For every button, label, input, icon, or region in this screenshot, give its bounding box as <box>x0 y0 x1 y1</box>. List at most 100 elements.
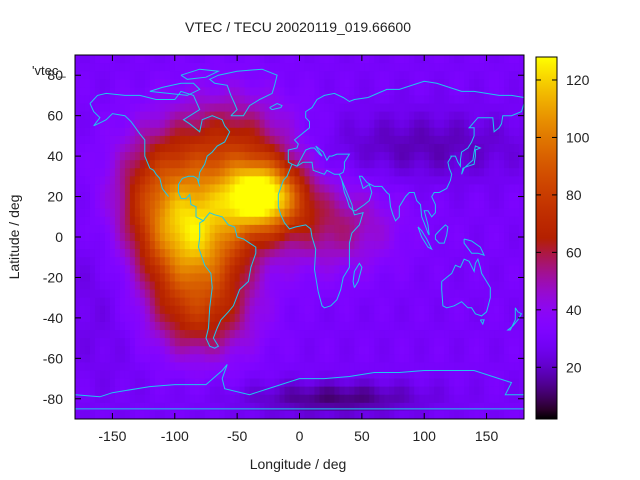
heatmap-cell <box>279 257 286 266</box>
heatmap-cell <box>199 224 206 234</box>
heatmap-cell <box>359 394 365 404</box>
x-tick-label: -150 <box>98 428 126 444</box>
heatmap-cell <box>414 160 420 169</box>
heatmap-cell <box>114 362 121 372</box>
heatmap-cell <box>119 216 126 226</box>
coastline-path <box>75 364 524 398</box>
heatmap-cell <box>254 281 261 291</box>
heatmap-cell <box>429 346 435 355</box>
heatmap-cell <box>449 273 455 283</box>
heatmap-cell <box>289 216 296 226</box>
heatmap-cell <box>294 184 301 194</box>
heatmap-cell <box>284 305 291 315</box>
heatmap-cell <box>279 168 286 177</box>
heatmap-cell <box>459 289 465 299</box>
heatmap-cell <box>444 378 450 388</box>
heatmap-cell <box>279 103 286 113</box>
heatmap-cell <box>404 305 410 315</box>
heatmap-cell <box>494 394 500 404</box>
heatmap-cell <box>384 176 390 186</box>
heatmap-cell <box>119 346 126 355</box>
heatmap-cell <box>259 111 266 121</box>
heatmap-cell <box>499 200 505 210</box>
heatmap-cell <box>139 378 146 388</box>
heatmap-cell <box>484 216 490 226</box>
heatmap-cell <box>364 346 370 355</box>
heatmap-cell <box>114 273 121 283</box>
heatmap-cell <box>104 111 111 121</box>
heatmap-cell <box>204 249 211 258</box>
heatmap-cell <box>299 143 306 153</box>
heatmap-cell <box>399 354 405 363</box>
heatmap-cell <box>119 103 126 113</box>
heatmap-cell <box>114 119 121 129</box>
heatmap-cell <box>149 216 156 226</box>
heatmap-cell <box>329 257 336 266</box>
heatmap-cell <box>429 313 435 323</box>
heatmap-cell <box>274 273 281 283</box>
heatmap-cell <box>89 410 96 419</box>
heatmap-cell <box>104 410 111 419</box>
heatmap-cell <box>204 192 211 202</box>
heatmap-cell <box>239 79 246 88</box>
heatmap-cell <box>414 410 420 419</box>
heatmap-cell <box>489 55 495 64</box>
heatmap-cell <box>374 338 380 347</box>
heatmap-cell <box>159 305 166 315</box>
heatmap-cell <box>374 257 380 266</box>
heatmap-cell <box>304 257 311 266</box>
heatmap-cell <box>504 63 510 72</box>
heatmap-cell <box>129 289 136 299</box>
heatmap-cell <box>279 55 286 64</box>
heatmap-cell <box>139 184 146 194</box>
heatmap-cell <box>194 297 201 307</box>
heatmap-cell <box>294 362 301 372</box>
heatmap-cell <box>389 346 395 355</box>
heatmap-cell <box>494 265 500 274</box>
heatmap-cell <box>359 127 365 137</box>
heatmap-cell <box>409 63 415 72</box>
heatmap-cell <box>509 370 515 380</box>
heatmap-cell <box>519 127 524 137</box>
heatmap-cell <box>239 410 246 419</box>
heatmap-cell <box>119 192 126 202</box>
heatmap-cell <box>304 208 311 218</box>
heatmap-cell <box>334 313 341 323</box>
heatmap-cell <box>144 354 151 363</box>
heatmap-cell <box>129 394 136 404</box>
heatmap-cell <box>89 362 96 372</box>
heatmap-cell <box>109 305 116 315</box>
heatmap-cell <box>174 346 181 355</box>
heatmap-cell <box>519 297 524 307</box>
heatmap-cell <box>249 111 256 121</box>
heatmap-cell <box>164 216 171 226</box>
heatmap-cell <box>364 378 370 388</box>
heatmap-cell <box>434 313 440 323</box>
heatmap-cell <box>514 394 520 404</box>
heatmap-cell <box>179 184 186 194</box>
heatmap-cell <box>399 184 405 194</box>
heatmap-cell <box>179 160 186 169</box>
heatmap-cell <box>269 354 276 363</box>
heatmap-cell <box>264 232 271 242</box>
heatmap-cell <box>414 71 420 80</box>
heatmap-cell <box>334 135 341 145</box>
heatmap-cell <box>244 297 251 307</box>
colorbar-tick-label: 100 <box>566 129 590 145</box>
heatmap-cell <box>149 103 156 113</box>
heatmap-cell <box>444 410 450 419</box>
heatmap-cell <box>289 55 296 64</box>
heatmap-cell <box>424 87 430 97</box>
heatmap-cell <box>329 87 336 97</box>
heatmap-cell <box>179 297 186 307</box>
heatmap-cell <box>209 168 216 177</box>
heatmap-cell <box>499 241 505 250</box>
heatmap-cell <box>149 95 156 105</box>
heatmap-cell <box>249 71 256 80</box>
heatmap-cell <box>109 127 116 137</box>
heatmap-cell <box>94 281 101 291</box>
heatmap-cell <box>199 370 206 380</box>
heatmap-cell <box>204 273 211 283</box>
heatmap-cell <box>509 79 515 88</box>
heatmap-cell <box>474 378 480 388</box>
